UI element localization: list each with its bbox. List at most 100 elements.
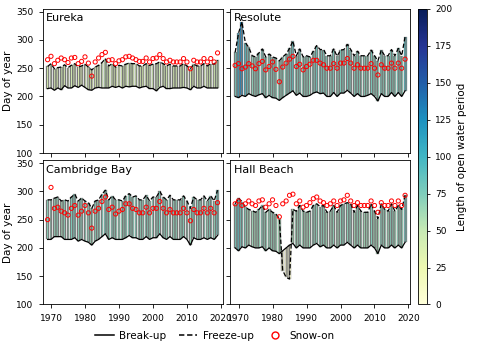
Bar bbox=[284, 248, 288, 277]
Bar bbox=[176, 200, 178, 239]
Bar bbox=[172, 66, 175, 88]
Bar bbox=[63, 200, 66, 239]
Bar bbox=[384, 56, 386, 96]
Bar bbox=[373, 56, 376, 96]
Bar bbox=[302, 57, 304, 96]
Bar bbox=[46, 200, 49, 239]
Bar bbox=[108, 200, 110, 239]
Bar bbox=[244, 43, 247, 96]
Bar bbox=[394, 56, 396, 96]
Point bbox=[289, 54, 297, 59]
Bar bbox=[196, 66, 198, 88]
Bar bbox=[104, 190, 107, 234]
Bar bbox=[274, 214, 278, 251]
Bar bbox=[244, 43, 247, 96]
Point bbox=[326, 65, 334, 71]
Bar bbox=[237, 198, 240, 251]
Point bbox=[183, 59, 191, 65]
Bar bbox=[271, 57, 274, 98]
Point bbox=[74, 212, 82, 218]
Bar bbox=[196, 200, 198, 239]
Point bbox=[378, 200, 386, 206]
Bar bbox=[46, 200, 49, 239]
Point bbox=[122, 201, 130, 207]
Bar bbox=[66, 201, 70, 239]
Bar bbox=[386, 56, 390, 96]
Bar bbox=[404, 37, 406, 91]
Point bbox=[306, 200, 314, 206]
Point bbox=[98, 199, 106, 205]
Point bbox=[50, 206, 58, 211]
Bar bbox=[258, 209, 260, 248]
Bar bbox=[394, 211, 396, 248]
Bar bbox=[329, 56, 332, 96]
Bar bbox=[56, 68, 59, 88]
Point bbox=[176, 210, 184, 216]
Point bbox=[346, 60, 354, 66]
Point bbox=[360, 203, 368, 208]
Bar bbox=[63, 65, 66, 86]
Bar bbox=[128, 194, 130, 235]
Bar bbox=[274, 58, 278, 98]
Bar bbox=[114, 200, 117, 239]
Text: Hall Beach: Hall Beach bbox=[234, 165, 294, 175]
Point bbox=[94, 206, 102, 211]
Bar bbox=[87, 67, 90, 90]
Bar bbox=[124, 64, 127, 86]
Bar bbox=[142, 200, 144, 239]
Bar bbox=[176, 200, 178, 239]
Bar bbox=[284, 54, 288, 95]
Bar bbox=[316, 45, 318, 92]
Bar bbox=[80, 198, 83, 239]
Bar bbox=[84, 64, 86, 87]
Point bbox=[81, 203, 89, 208]
Bar bbox=[162, 64, 164, 86]
Point bbox=[115, 208, 123, 214]
Bar bbox=[192, 197, 195, 238]
Point bbox=[278, 201, 286, 207]
Bar bbox=[144, 64, 148, 86]
Bar bbox=[288, 245, 291, 279]
Bar bbox=[278, 219, 281, 253]
Bar bbox=[261, 49, 264, 94]
Point bbox=[394, 198, 402, 204]
Bar bbox=[94, 201, 96, 241]
Point bbox=[57, 208, 65, 214]
Point bbox=[265, 201, 273, 207]
Bar bbox=[284, 248, 288, 277]
Bar bbox=[329, 211, 332, 248]
Point bbox=[268, 59, 276, 65]
Bar bbox=[50, 200, 52, 239]
Point bbox=[186, 218, 194, 224]
Point bbox=[326, 201, 334, 207]
Bar bbox=[261, 206, 264, 247]
Point bbox=[125, 201, 133, 207]
Bar bbox=[271, 212, 274, 251]
Bar bbox=[386, 211, 390, 248]
Bar bbox=[271, 212, 274, 251]
Point bbox=[94, 55, 102, 61]
Bar bbox=[363, 212, 366, 248]
Point bbox=[71, 55, 79, 60]
Bar bbox=[202, 64, 205, 86]
Point bbox=[47, 54, 55, 59]
Point bbox=[370, 203, 378, 208]
Bar bbox=[234, 204, 236, 248]
Bar bbox=[366, 56, 369, 95]
Bar bbox=[63, 65, 66, 86]
Bar bbox=[322, 206, 325, 245]
Bar bbox=[74, 194, 76, 238]
Bar bbox=[178, 200, 182, 239]
Bar bbox=[254, 212, 257, 248]
Point bbox=[210, 210, 218, 216]
Bar bbox=[244, 207, 247, 248]
Bar bbox=[97, 65, 100, 87]
Bar bbox=[168, 64, 172, 89]
Bar bbox=[121, 201, 124, 239]
Point bbox=[132, 57, 140, 63]
Bar bbox=[295, 211, 298, 248]
Bar bbox=[370, 50, 372, 94]
Point bbox=[118, 207, 126, 212]
Point bbox=[206, 56, 214, 61]
Bar bbox=[74, 194, 76, 238]
